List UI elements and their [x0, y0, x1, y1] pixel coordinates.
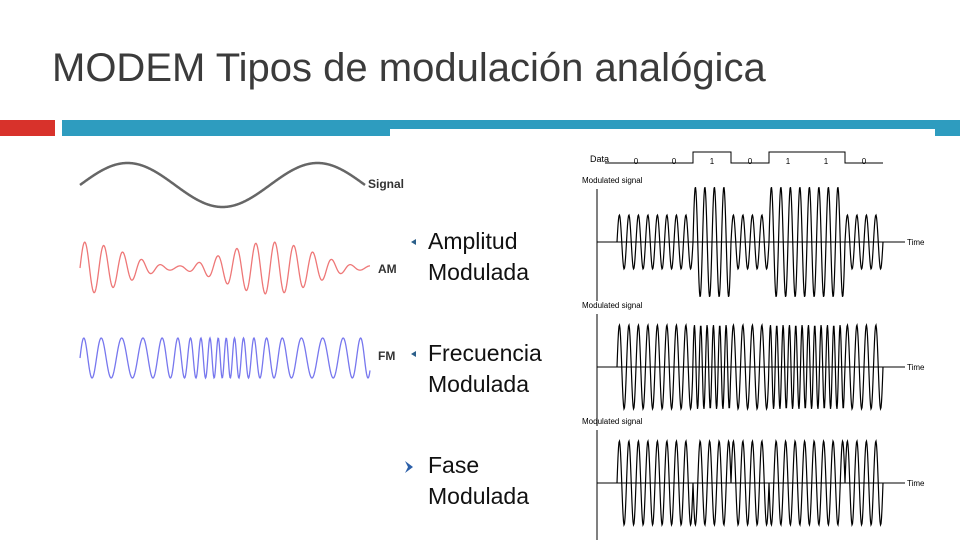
data-signal [605, 151, 883, 164]
bit-label: 0 [634, 157, 639, 166]
modulated-wave [616, 322, 884, 412]
bit-label: 0 [672, 157, 677, 166]
bullet: Fase Modulada [428, 452, 530, 509]
am-wave [79, 241, 371, 295]
bit-label: 1 [824, 157, 829, 166]
bit-label: 1 [786, 157, 791, 166]
panel-xlabel: Time [907, 363, 925, 372]
panel-ylabel: Modulated signal [582, 417, 643, 426]
wave-label: AM [378, 262, 397, 276]
bullet-arrow [411, 351, 416, 357]
bit-label: 0 [862, 157, 867, 166]
bit-label: 0 [748, 157, 753, 166]
fm-wave [79, 336, 371, 380]
accent-notch [390, 129, 935, 136]
slide-title: MODEM Tipos de modulación analógica [52, 46, 766, 90]
panel-xlabel: Time [907, 238, 925, 247]
panel-ylabel: Modulated signal [582, 301, 643, 310]
panel-ylabel: Modulated signal [582, 176, 643, 185]
bullet-arrow [405, 461, 413, 473]
signal-wave [79, 161, 366, 209]
data-label: Data [590, 154, 609, 164]
wave-label: FM [378, 349, 395, 363]
bullet: Frecuencia Modulada [428, 340, 542, 397]
left-figure: Signal AM FM [79, 161, 404, 380]
modulated-wave [616, 186, 884, 298]
modulated-wave [616, 438, 884, 528]
bullet: Amplitud Modulada [428, 228, 530, 285]
bit-label: 1 [710, 157, 715, 166]
accent-bar [0, 120, 55, 136]
right-figure: Data 0 0 1 0 1 1 0 Modulated signal Time Modulated… [582, 151, 925, 540]
panel-xlabel: Time [907, 479, 925, 488]
wave-label: Signal [368, 177, 404, 191]
bullet-arrow [411, 239, 416, 245]
